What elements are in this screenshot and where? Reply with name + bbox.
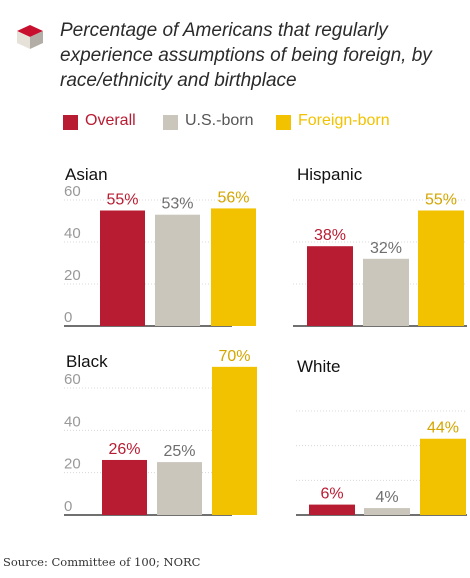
bar-overall [307,246,353,326]
cube-icon [17,25,43,49]
bar-value-label: 6% [320,486,343,503]
bar-us-born [157,462,202,515]
y-tick-label: 0 [64,309,72,326]
bar-us-born [364,508,410,515]
legend-label: Foreign-born [298,112,390,129]
bar-value-label: 25% [163,443,195,460]
panel-title: White [297,357,340,376]
bar-foreign-born [212,366,257,515]
bar-value-label: 56% [217,189,249,206]
bar-value-label: 26% [108,441,140,458]
chart-header: Percentage of Americans that regularly e… [0,0,470,100]
y-tick-label: 40 [64,413,81,430]
bar-value-label: 32% [370,240,402,257]
bar-value-label: 38% [314,227,346,244]
bar-value-label: 55% [106,192,138,209]
y-tick-label: 20 [64,267,81,284]
bar-us-born [363,258,409,326]
y-tick-label: 20 [64,456,81,473]
panel-title: Black [66,352,108,371]
y-tick-label: 0 [64,498,72,515]
chart-title: Percentage of Americans that regularly e… [60,20,432,91]
source-note: Source: Committee of 100; NORC [3,555,201,569]
bar-overall [309,504,355,515]
legend-swatch [63,115,78,130]
panel-title: Asian [65,165,108,184]
panel-title: Hispanic [297,165,363,184]
bar-us-born [155,214,200,326]
y-tick-label: 60 [64,183,81,200]
legend-swatch [163,115,178,130]
bar-foreign-born [420,438,466,515]
panel-white: White 6% 4% 44% [296,357,467,516]
bar-foreign-born [211,208,256,326]
y-tick-label: 40 [64,225,81,242]
legend-label: U.S.-born [185,112,254,129]
panel-hispanic: Hispanic 38% 32% 55% [293,165,467,327]
bar-value-label: 55% [425,192,457,209]
legend-label: Overall [85,112,136,129]
bar-value-label: 53% [161,196,193,213]
bar-value-label: 4% [375,489,398,506]
bar-foreign-born [418,210,464,326]
bar-overall [100,210,145,326]
bar-overall [102,459,147,515]
bar-value-label: 44% [427,420,459,437]
y-tick-label: 60 [64,371,81,388]
bar-value-label: 70% [218,348,250,365]
legend-swatch [276,115,291,130]
